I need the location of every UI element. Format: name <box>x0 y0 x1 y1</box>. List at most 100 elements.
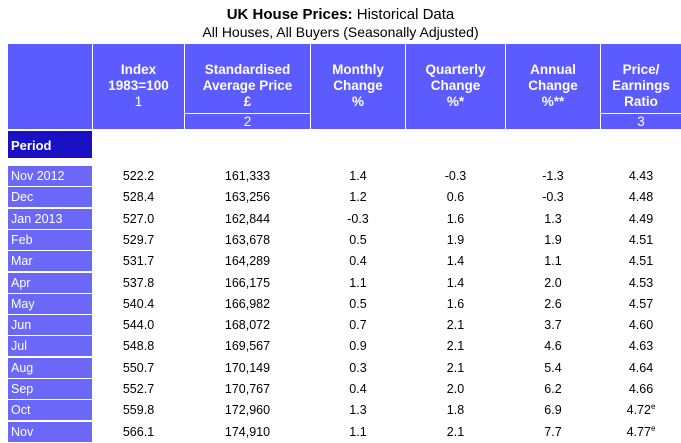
cell-ratio: 4.57 <box>628 297 654 311</box>
cell-index: 522.2 <box>122 169 155 183</box>
cell-index: 559.8 <box>122 403 155 417</box>
cell-annual: 1.3 <box>544 212 562 226</box>
cell-price: 172,960 <box>224 403 271 417</box>
cell-price: 161,333 <box>224 169 271 183</box>
cell-ratio: 4.48 <box>628 190 654 204</box>
cell-monthly: 0.7 <box>349 318 367 332</box>
table-title: UK House Prices: Historical Data <box>0 6 681 23</box>
cell-ratio: 4.66 <box>628 382 654 396</box>
cell-quarterly: 2.1 <box>446 361 465 375</box>
cell-index: 531.7 <box>122 254 155 268</box>
cell-ratio: 4.72e <box>626 401 656 417</box>
cell-monthly: 0.4 <box>349 382 367 396</box>
cell-quarterly: 2.1 <box>446 318 465 332</box>
cell-quarterly: 0.6 <box>446 190 465 204</box>
cell-index: 544.0 <box>122 318 155 332</box>
cell-annual: 6.2 <box>544 382 562 396</box>
header-divider <box>92 44 93 129</box>
column-header-monthly: Monthly Change % <box>332 62 384 109</box>
row-period-label: Nov <box>8 422 92 442</box>
cell-annual: 6.9 <box>544 403 562 417</box>
cell-index: 528.4 <box>122 190 155 204</box>
header-divider <box>310 44 311 129</box>
row-period-label: Nov 2012 <box>8 166 92 186</box>
cell-monthly: 0.9 <box>349 339 367 353</box>
cell-ratio: 4.53 <box>628 276 654 290</box>
cell-price: 162,844 <box>224 212 271 226</box>
cell-index: 527.0 <box>122 212 155 226</box>
row-period-label: May <box>8 294 92 314</box>
cell-ratio: 4.60 <box>628 318 654 332</box>
header-subdivider <box>184 113 311 114</box>
column-header-quarterly: Quarterly Change %* <box>425 62 486 109</box>
row-period-label: Feb <box>8 230 92 250</box>
cell-ratio: 4.77e <box>626 423 656 439</box>
row-period-label: Jul <box>8 336 92 356</box>
column-note-ratio: 3 <box>637 114 645 129</box>
cell-quarterly: 1.6 <box>446 212 465 226</box>
header-divider <box>505 44 506 129</box>
cell-annual: -1.3 <box>542 169 564 183</box>
cell-ratio: 4.51 <box>628 233 654 247</box>
cell-price: 166,175 <box>224 276 271 290</box>
header-divider <box>184 44 185 129</box>
column-header-price: Standardised Average Price £ <box>202 62 293 109</box>
title-rest: Historical Data <box>352 6 455 23</box>
table-subtitle: All Houses, All Buyers (Seasonally Adjus… <box>202 24 479 40</box>
cell-ratio: 4.43 <box>628 169 654 183</box>
column-header-index: Index 1983=100 1 <box>108 62 169 109</box>
cell-price: 170,767 <box>224 382 271 396</box>
cell-index: 529.7 <box>122 233 155 247</box>
cell-price: 163,678 <box>224 233 271 247</box>
cell-index: 548.8 <box>122 339 155 353</box>
cell-monthly: 0.5 <box>349 233 367 247</box>
cell-annual: 2.0 <box>544 276 562 290</box>
header-divider <box>600 44 601 129</box>
header-divider <box>405 44 406 129</box>
cell-quarterly: 2.0 <box>446 382 465 396</box>
cell-monthly: -0.3 <box>347 212 369 226</box>
cell-quarterly: 1.4 <box>446 254 465 268</box>
row-period-label: Jan 2013 <box>8 209 92 229</box>
cell-price: 168,072 <box>224 318 271 332</box>
row-period-label: Jun <box>8 315 92 335</box>
cell-monthly: 1.4 <box>349 169 367 183</box>
cell-price: 164,289 <box>224 254 271 268</box>
cell-quarterly: 1.8 <box>446 403 465 417</box>
cell-monthly: 1.1 <box>349 425 367 439</box>
period-header-label: Period <box>11 138 52 153</box>
cell-quarterly: -0.3 <box>444 169 467 183</box>
cell-index: 566.1 <box>122 425 155 439</box>
cell-annual: 2.6 <box>544 297 562 311</box>
cell-annual: -0.3 <box>542 190 564 204</box>
cell-price: 169,567 <box>224 339 271 353</box>
column-header-ratio: Price/ Earnings Ratio <box>612 62 670 109</box>
estimate-marker: e <box>650 401 656 411</box>
row-period-label: Mar <box>8 251 92 271</box>
cell-price: 163,256 <box>224 190 271 204</box>
cell-quarterly: 1.9 <box>446 233 465 247</box>
cell-index: 550.7 <box>122 361 155 375</box>
cell-monthly: 0.5 <box>349 297 367 311</box>
cell-price: 170,149 <box>224 361 271 375</box>
cell-ratio: 4.64 <box>628 361 654 375</box>
cell-quarterly: 2.1 <box>446 425 465 439</box>
period-header-cell <box>8 131 92 158</box>
header-subdivider <box>600 113 681 114</box>
cell-annual: 7.7 <box>544 425 562 439</box>
cell-ratio: 4.51 <box>628 254 654 268</box>
cell-price: 166,982 <box>224 297 271 311</box>
cell-quarterly: 1.6 <box>446 297 465 311</box>
cell-quarterly: 1.4 <box>446 276 465 290</box>
cell-monthly: 0.3 <box>349 361 367 375</box>
cell-monthly: 0.4 <box>349 254 367 268</box>
cell-annual: 5.4 <box>544 361 562 375</box>
cell-monthly: 1.1 <box>349 276 367 290</box>
title-bold: UK House Prices: <box>226 6 353 23</box>
header-band <box>8 44 681 129</box>
cell-ratio: 4.49 <box>628 212 654 226</box>
cell-monthly: 1.3 <box>349 403 367 417</box>
cell-monthly: 1.2 <box>349 190 367 204</box>
estimate-marker: e <box>650 423 656 433</box>
row-period-label: Apr <box>8 273 92 293</box>
